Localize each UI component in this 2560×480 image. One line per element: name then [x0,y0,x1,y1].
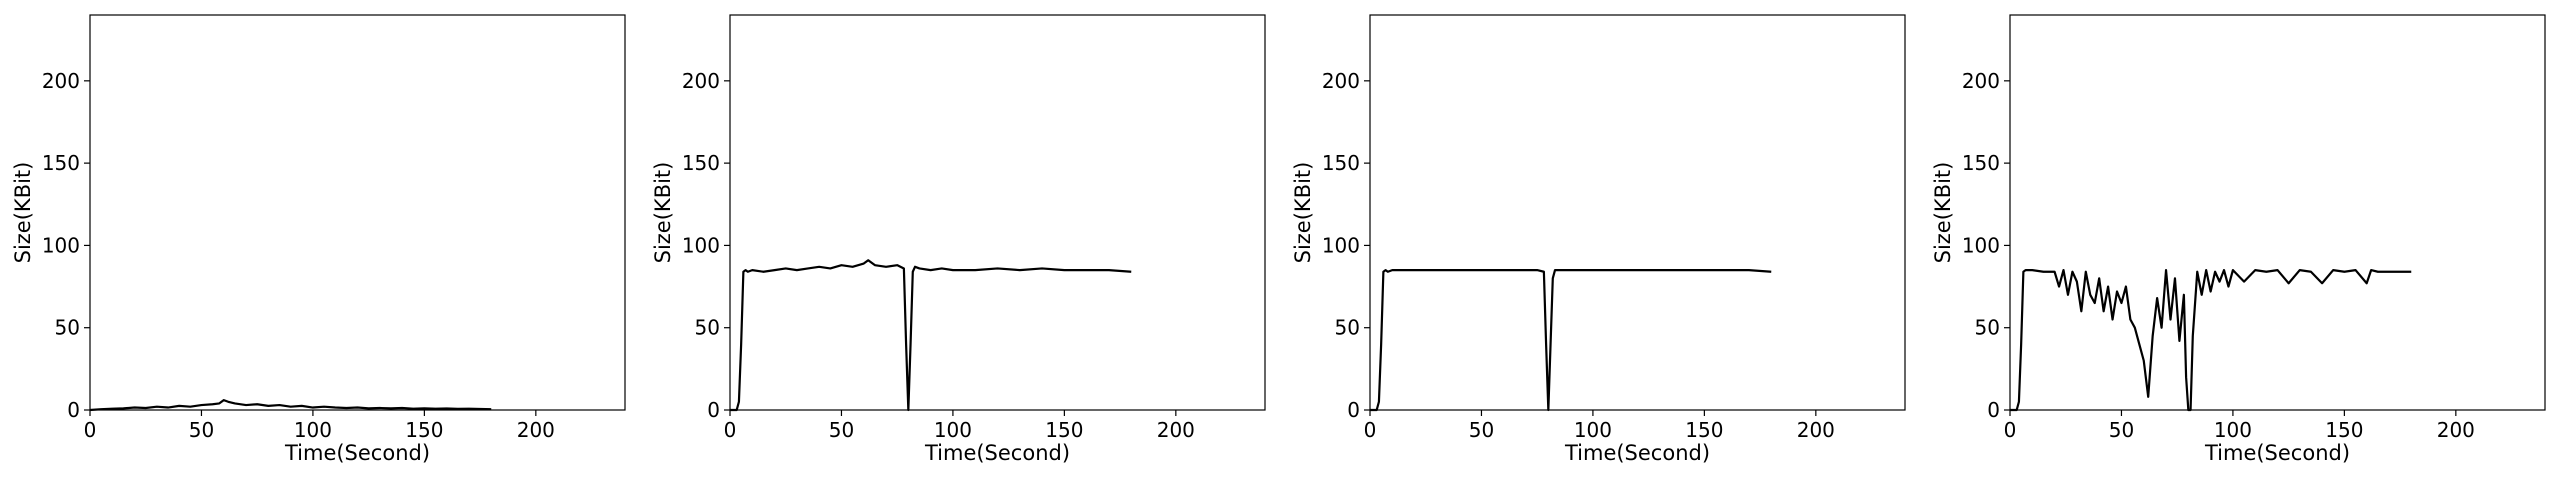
x-axis-label: Time(Second) [284,441,430,465]
x-tick-label: 150 [1685,418,1723,442]
y-tick-label: 50 [695,316,720,340]
y-tick-label: 100 [1962,233,2000,257]
x-tick-label: 200 [1797,418,1835,442]
series-line-0 [730,259,1132,412]
x-tick-label: 0 [84,418,97,442]
x-tick-label: 0 [2004,418,2017,442]
y-tick-label: 50 [1975,316,2000,340]
x-tick-label: 200 [2437,418,2475,442]
axes-frame [729,14,1266,411]
x-tick-label: 200 [1157,418,1195,442]
y-tick-label: 150 [682,151,720,175]
y-axis-label: Size(KBit) [1291,162,1315,264]
x-axis-label: Time(Second) [924,441,1070,465]
subplot-3: 0 50 100 150 200 0 50 100 150 200 Time(Second) Size… [1291,14,1906,465]
x-axis-label: Time(Second) [1564,441,1710,465]
x-axis-label: Time(Second) [2204,441,2350,465]
y-tick-label: 200 [1962,69,2000,93]
x-tick-label: 50 [189,418,214,442]
x-tick-label: 150 [2325,418,2363,442]
series-line-0 [2010,269,2412,412]
y-tick-label: 50 [1335,316,1360,340]
y-tick-label: 200 [682,69,720,93]
x-tick-label: 0 [1364,418,1377,442]
x-tick-label: 100 [1574,418,1612,442]
x-tick-label: 0 [724,418,737,442]
y-tick-label: 0 [1987,398,2000,422]
x-tick-label: 100 [2214,418,2252,442]
x-tick-label: 200 [517,418,555,442]
x-tick-label: 150 [405,418,443,442]
axes-frame [89,14,626,411]
y-tick-label: 200 [42,69,80,93]
series-line-0 [89,399,492,412]
x-tick-label: 50 [1469,418,1494,442]
subplot-1: 0 50 100 150 200 0 50 100 150 200 Time(Second) Size… [11,14,626,465]
y-tick-label: 0 [67,398,80,422]
y-axis-label: Size(KBit) [11,162,35,264]
x-tick-label: 100 [934,418,972,442]
x-tick-label: 50 [829,418,854,442]
y-axis-label: Size(KBit) [1931,162,1955,264]
x-tick-label: 100 [294,418,332,442]
y-tick-label: 50 [55,316,80,340]
y-tick-label: 100 [1322,233,1360,257]
y-tick-label: 0 [1347,398,1360,422]
axes-frame [2009,14,2546,411]
y-tick-label: 100 [682,233,720,257]
y-tick-label: 150 [42,151,80,175]
y-tick-label: 200 [1322,69,1360,93]
subplot-4: 0 50 100 150 200 0 50 100 150 200 Time(Second) Size… [1931,14,2546,465]
axes-frame [1369,14,1906,411]
series-line-0 [1370,269,1772,412]
y-tick-label: 100 [42,233,80,257]
subplot-2: 0 50 100 150 200 0 50 100 150 200 Time(Second) Size… [651,14,1266,465]
y-tick-label: 150 [1322,151,1360,175]
y-tick-label: 0 [707,398,720,422]
x-tick-label: 50 [2109,418,2134,442]
y-tick-label: 150 [1962,151,2000,175]
y-axis-label: Size(KBit) [651,162,675,264]
x-tick-label: 150 [1045,418,1083,442]
